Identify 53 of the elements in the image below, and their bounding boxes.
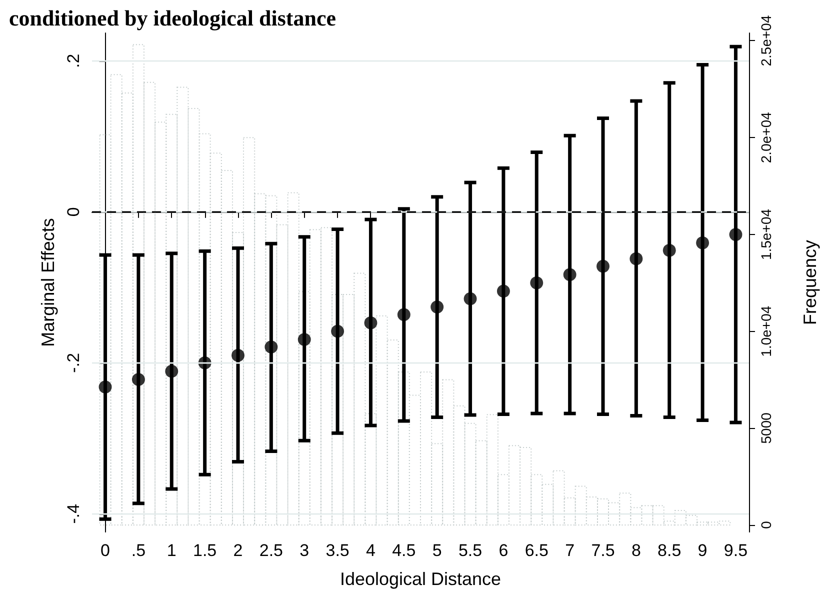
y2-tick-label: 2.5e+04 (758, 15, 774, 66)
x-tick-label: 0 (100, 541, 110, 560)
x-tick-label: 8 (631, 541, 641, 560)
point (364, 316, 378, 330)
point (696, 236, 710, 250)
x-tick-label: 2 (233, 541, 243, 560)
point (596, 260, 610, 273)
y2-tick-label: 1.0e+04 (758, 306, 774, 357)
point (563, 268, 576, 282)
point (298, 333, 311, 346)
y2-tick-label: 1.5e+04 (758, 208, 774, 260)
x-tick-label: 7.5 (591, 541, 615, 560)
y-axis-title: Marginal Effects (38, 218, 58, 347)
y-tick-label: .2 (64, 54, 83, 68)
point (662, 244, 676, 257)
x-tick-label: 1 (166, 541, 176, 560)
x-tick-label: 3 (300, 541, 310, 560)
x-tick-label: 6.5 (524, 541, 548, 560)
point (397, 308, 410, 322)
point (729, 228, 742, 242)
y2-tick-label: 5000 (758, 412, 774, 444)
x-tick-label: 2.5 (259, 541, 283, 560)
x-tick-label: .5 (131, 541, 146, 560)
y2-tick-label: 0 (758, 520, 774, 529)
chart-title: conditioned by ideological distance (9, 6, 336, 30)
x-tick-label: 3.5 (326, 541, 350, 560)
point (496, 284, 510, 298)
x-tick-label: 4.5 (392, 541, 416, 560)
point (630, 252, 643, 266)
point (98, 380, 112, 394)
point (430, 300, 444, 314)
point (264, 340, 278, 354)
y-tick-label: -.4 (64, 504, 83, 524)
point (165, 364, 178, 378)
x-tick-label: 7 (565, 541, 575, 560)
y-tick-label: -.2 (64, 352, 83, 373)
point (331, 324, 344, 338)
y2-tick-label: 2.0e+04 (758, 112, 774, 164)
x-tick-label: 5.5 (458, 541, 482, 560)
x-tick-label: 5 (432, 541, 442, 560)
point (530, 276, 544, 290)
y2-axis-title: Frequency (800, 240, 820, 326)
x-tick-label: 9.5 (724, 541, 748, 560)
x-tick-label: 6 (498, 541, 508, 560)
x-tick-label: 8.5 (658, 541, 682, 560)
point (132, 373, 145, 386)
x-tick-label: 4 (366, 541, 376, 560)
x-axis-title: Ideological Distance (340, 569, 502, 589)
x-tick-label: 9 (698, 541, 708, 560)
point (464, 292, 477, 306)
y-tick-label: 0 (64, 207, 83, 217)
point (232, 348, 244, 362)
x-tick-label: 1.5 (193, 541, 217, 560)
